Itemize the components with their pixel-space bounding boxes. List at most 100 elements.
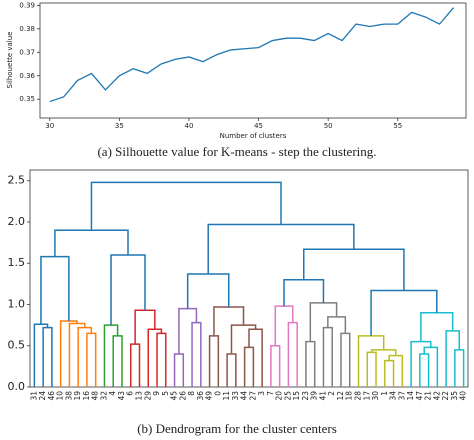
dendrogram-link: [370, 349, 397, 356]
leaf-label: 49: [205, 391, 214, 401]
y-tick-label: 2.0: [8, 215, 26, 228]
dendrogram-link: [384, 359, 395, 387]
leaf-label: 9: [152, 391, 161, 396]
leaf-label: 5: [161, 391, 170, 396]
leaf-label: 4: [108, 391, 117, 396]
dendrogram-link: [134, 309, 156, 345]
leaf-label: 11: [222, 391, 231, 401]
dendrogram-link: [366, 351, 377, 387]
leaf-label: 2: [327, 391, 336, 396]
leaf-label: 22: [441, 391, 450, 401]
dendrogram-link: [147, 328, 163, 387]
dendrogram-link: [230, 324, 257, 354]
dendrogram-link: [226, 353, 237, 387]
leaf-label: 35: [450, 391, 459, 401]
leaf-label: 7: [266, 391, 275, 396]
dendrogram-link: [33, 323, 49, 387]
y-tick-label: 0.5: [8, 339, 26, 352]
dendrogram-link: [68, 322, 86, 387]
dendrogram-link: [77, 326, 93, 387]
x-tick-label: 30: [45, 122, 54, 130]
leaf-label: 15: [292, 391, 301, 401]
dendrogram-link: [357, 335, 385, 387]
dendrogram-link: [54, 229, 129, 257]
x-tick-label: 55: [393, 122, 402, 130]
dendrogram-link: [112, 335, 123, 387]
x-tick-label: 40: [184, 122, 193, 130]
leaf-label: 39: [310, 391, 319, 401]
y-tick-label: 0.0: [8, 380, 26, 393]
x-tick-label: 35: [115, 122, 124, 130]
leaf-label: 27: [248, 391, 257, 401]
leaf-label: 28: [354, 391, 363, 401]
plot-frame: [39, 2, 467, 119]
leaf-label: 37: [397, 391, 406, 401]
leaf-label: 44: [240, 391, 249, 401]
dendrogram-link: [110, 254, 146, 326]
plot-frame: [29, 169, 469, 388]
y-tick-label: 0.39: [19, 1, 35, 9]
leaf-label: 30: [371, 391, 380, 401]
dendrogram-link: [454, 349, 465, 387]
dendrogram-link: [287, 321, 298, 387]
leaf-label: 36: [196, 391, 205, 401]
leaf-label: 3: [257, 391, 266, 396]
y-tick-label: 0.38: [19, 25, 35, 33]
dendrogram-link: [327, 316, 347, 334]
y-tick-label: 0.36: [19, 72, 35, 80]
dendrogram-link: [420, 311, 454, 342]
leaf-label: 38: [64, 391, 73, 401]
leaf-label: 47: [415, 391, 424, 401]
y-tick-label: 2.5: [8, 174, 26, 187]
line-series: [49, 7, 454, 103]
leaf-label: 18: [345, 391, 354, 401]
dendrogram-link: [173, 353, 185, 387]
leaf-label: 0: [213, 391, 222, 396]
dendrogram-link: [156, 332, 167, 387]
leaf-label: 24: [38, 391, 47, 401]
dendrogram-link: [243, 346, 255, 387]
leaf-label: 31: [29, 391, 38, 401]
x-tick-label: 50: [324, 122, 333, 130]
y-axis-label: Silhouette value: [6, 32, 14, 89]
dendrogram-link: [270, 344, 281, 387]
dendrogram-link: [191, 321, 202, 387]
y-tick-label: 1.0: [8, 297, 26, 310]
dendrogram-link: [129, 343, 141, 387]
leaf-label: 13: [135, 391, 144, 401]
dendrogram-link: [42, 326, 53, 387]
x-axis-label: Number of clusters: [220, 132, 287, 140]
caption: (a) Silhouette value for K-means - step …: [97, 144, 376, 159]
leaf-label: 41: [318, 391, 327, 401]
y-tick-label: 1.5: [8, 256, 26, 269]
leaf-label: 25: [283, 391, 292, 401]
leaf-label: 19: [73, 391, 82, 401]
leaf-label: 10: [56, 391, 65, 401]
dendrogram-link: [419, 353, 430, 387]
leaf-label: 21: [424, 391, 433, 401]
dendrogram-link: [445, 330, 460, 387]
leaf-label: 29: [143, 391, 152, 401]
leaf-label: 48: [91, 391, 100, 401]
leaf-label: 16: [82, 391, 91, 401]
y-tick-label: 0.35: [19, 95, 35, 103]
leaf-label: 40: [459, 391, 468, 401]
x-tick-label: 45: [254, 122, 263, 130]
dendrogram-link: [248, 328, 263, 387]
dendrogram-link: [213, 306, 245, 336]
leaf-label: 26: [178, 391, 187, 401]
dendrogram-link: [322, 326, 333, 387]
dendrogram-link: [274, 305, 294, 346]
dendrogram-link: [303, 248, 405, 291]
leaf-label: 20: [275, 391, 284, 401]
leaf-label: 33: [231, 391, 240, 401]
dendrogram-link: [370, 289, 438, 336]
dendrogram-link: [40, 255, 70, 325]
dendrogram-link: [410, 340, 432, 387]
leaf-label: 6: [126, 391, 135, 396]
dendrogram-link: [186, 273, 230, 309]
y-tick-label: 0.37: [19, 48, 35, 56]
leaf-label: 34: [389, 391, 398, 401]
dendrogram-link: [90, 181, 282, 231]
